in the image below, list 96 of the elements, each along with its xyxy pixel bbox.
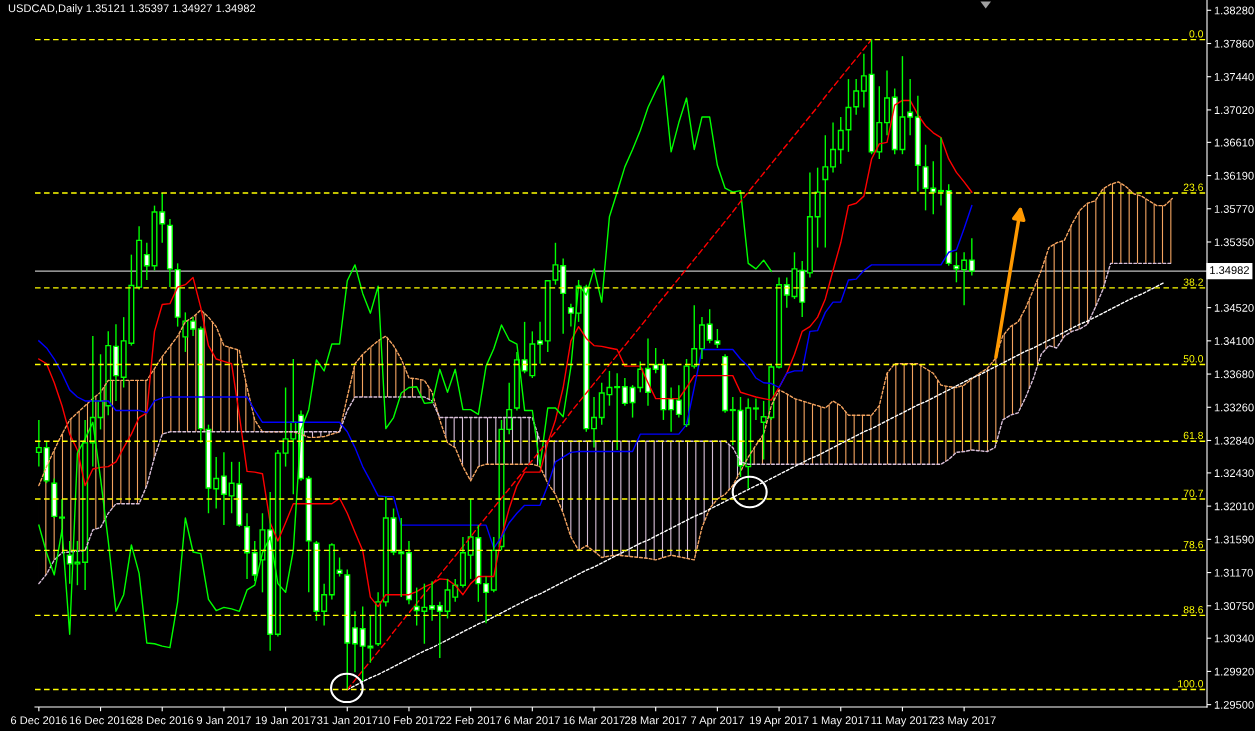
ref-line-label: 50.0 — [1183, 355, 1204, 363]
chart-title: USDCAD,Daily 1.35121 1.35397 1.34927 1.34982 — [8, 4, 256, 15]
candlestick — [405, 540, 412, 605]
candlestick — [567, 302, 574, 328]
candlestick — [213, 456, 220, 510]
x-tick-label: 16 Mar 2017 — [563, 716, 625, 725]
x-tick-label: 7 Apr 2017 — [691, 716, 744, 727]
y-tick-label: 1.37440 — [1214, 72, 1254, 81]
candlestick — [806, 171, 813, 279]
candlestick — [166, 218, 173, 288]
ref-line-label: 70.7 — [1183, 489, 1203, 497]
y-tick-label: 1.34520 — [1214, 303, 1254, 312]
x-tick-label: 31 Jan 2017 — [317, 716, 378, 725]
candlestick — [321, 582, 328, 627]
candlestick — [375, 591, 382, 647]
y-tick-label: 1.38280 — [1214, 6, 1254, 15]
ref-line-label: 61.8 — [1183, 431, 1204, 440]
candlestick — [537, 321, 544, 365]
x-tick-label: 1 May 2017 — [812, 716, 870, 727]
candlestick — [621, 377, 628, 407]
ref-line-label: 38.2 — [1183, 278, 1203, 286]
candlestick — [830, 121, 837, 174]
ref-line-label: 88.6 — [1183, 605, 1204, 614]
y-tick-label: 1.36190 — [1214, 171, 1254, 180]
candlestick — [58, 498, 65, 537]
candlestick — [853, 78, 860, 116]
candlestick — [351, 610, 358, 673]
ref-line-label: 1.34982 — [1210, 266, 1249, 275]
candlestick — [698, 316, 705, 360]
line-series — [38, 204, 973, 549]
candlestick — [82, 419, 89, 591]
x-tick-label: 28 Mar 2017 — [625, 716, 687, 725]
candlestick — [382, 495, 389, 608]
candlestick — [220, 451, 227, 526]
candlestick — [668, 386, 675, 433]
y-tick-label: 1.36610 — [1214, 138, 1254, 147]
line-series — [38, 75, 773, 649]
candlestick — [860, 53, 867, 109]
y-tick-label: 1.32010 — [1214, 502, 1254, 511]
x-tick-label: 22 Feb 2017 — [440, 716, 502, 725]
ref-line-label: 23.6 — [1183, 183, 1204, 191]
candlestick — [752, 397, 759, 421]
x-tick-label: 11 May 2017 — [871, 716, 934, 727]
candlestick — [459, 536, 466, 589]
candlestick — [274, 449, 281, 638]
y-tick-label: 1.29920 — [1214, 667, 1254, 676]
x-tick-label: 28 Dec 2016 — [131, 716, 194, 725]
candlestick — [968, 237, 975, 277]
y-tick-label: 1.30340 — [1214, 634, 1254, 643]
y-tick-label: 1.33680 — [1214, 370, 1254, 379]
candlestick — [675, 384, 682, 419]
candlestick — [190, 316, 197, 337]
line-series — [38, 262, 1173, 585]
x-tick-label: 19 Jan 2017 — [255, 716, 316, 725]
y-tick-label: 1.31590 — [1214, 535, 1254, 544]
y-tick-label: 1.31170 — [1214, 568, 1253, 577]
y-tick-label: 1.35350 — [1214, 238, 1254, 247]
x-tick-label: 10 Feb 2017 — [378, 716, 440, 725]
y-tick-label: 1.32430 — [1214, 469, 1254, 478]
ref-line-label: 100.0 — [1178, 680, 1204, 688]
candlestick — [591, 396, 598, 449]
candlestick — [74, 540, 81, 586]
y-tick-label: 1.34100 — [1214, 337, 1254, 345]
y-tick-label: 1.37020 — [1214, 106, 1254, 115]
candlestick — [244, 512, 251, 580]
x-tick-label: 19 Apr 2017 — [749, 716, 809, 727]
candlestick — [907, 78, 914, 136]
candlestick — [560, 257, 567, 335]
x-tick-label: 23 May 2017 — [932, 716, 996, 727]
candlestick — [429, 580, 436, 622]
candlestick — [614, 372, 621, 451]
x-tick-label: 9 Jan 2017 — [196, 716, 251, 725]
candlestick — [814, 166, 821, 249]
candlestick — [328, 542, 335, 601]
y-tick-label: 1.33260 — [1214, 403, 1254, 412]
candlestick — [722, 353, 729, 414]
x-tick-label: 6 Dec 2016 — [11, 716, 67, 725]
candlestick — [776, 276, 783, 370]
ref-line-label: 0.0 — [1189, 30, 1204, 38]
candlestick — [35, 419, 42, 468]
candlestick — [822, 134, 829, 249]
y-tick-label: 1.37860 — [1214, 39, 1254, 48]
candlestick — [884, 69, 891, 136]
candlestick — [914, 94, 921, 193]
y-tick-label: 1.32840 — [1214, 436, 1254, 445]
candlestick — [961, 251, 968, 306]
candlestick — [845, 78, 852, 153]
candlestick — [483, 575, 490, 624]
candlestick — [112, 323, 119, 402]
candlestick — [513, 351, 520, 412]
y-tick-label: 1.35770 — [1214, 205, 1254, 213]
x-tick-label: 16 Dec 2016 — [69, 716, 132, 725]
x-tick-label: 6 Mar 2017 — [504, 716, 560, 725]
y-tick-label: 1.30750 — [1214, 602, 1254, 610]
ref-line-label: 78.6 — [1183, 540, 1204, 549]
y-tick-label: 1.29500 — [1214, 700, 1254, 709]
